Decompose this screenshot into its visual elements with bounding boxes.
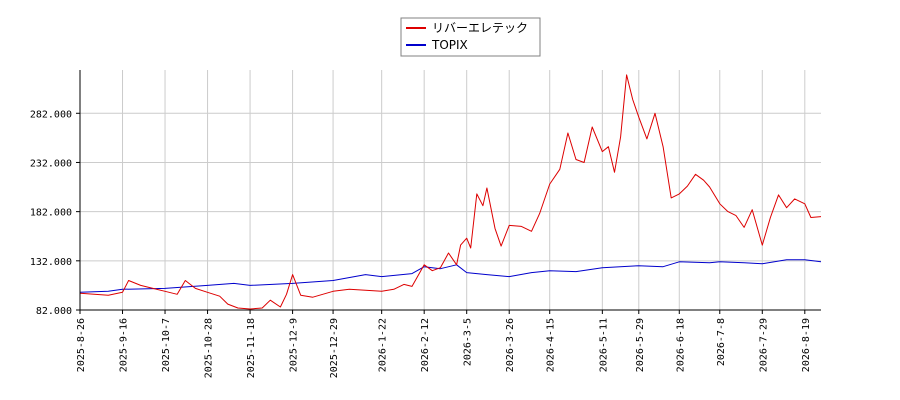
y-tick-label: 82.000 xyxy=(36,306,72,317)
y-tick-label: 232.000 xyxy=(30,158,72,169)
y-tick-label: 282.000 xyxy=(30,109,72,120)
x-tick-label: 2025-8-26 xyxy=(76,318,87,372)
grid xyxy=(79,70,821,311)
x-tick-label: 2026-5-29 xyxy=(635,318,646,372)
x-axis-tick-labels: 2025-8-26 2025-9-16 2025-10-7 2025-10-28 202… xyxy=(76,318,812,378)
y-tick-label: 182.000 xyxy=(30,208,72,219)
x-tick-label: 2026-1-22 xyxy=(378,318,389,372)
x-tick-label: 2026-3-26 xyxy=(505,318,516,372)
x-tick-label: 2026-3-5 xyxy=(463,318,474,366)
x-tick-label: 2026-6-18 xyxy=(675,318,686,372)
x-tick-label: 2025-10-28 xyxy=(204,318,215,378)
x-tick-label: 2026-7-8 xyxy=(716,318,727,366)
y-tick-label: 132.000 xyxy=(30,257,72,268)
x-tick-label: 2025-9-16 xyxy=(119,318,130,372)
x-tick-label: 2026-4-15 xyxy=(546,318,557,372)
x-tick-label: 2026-5-11 xyxy=(598,318,609,372)
y-axis-tick-labels: 82.000 132.000 182.000 232.000 282.000 xyxy=(30,109,72,317)
legend-label-series-2: TOPIX xyxy=(431,38,468,52)
series-lines xyxy=(79,74,822,310)
series-line-2 xyxy=(79,259,822,293)
x-tick-label: 2025-10-7 xyxy=(161,318,172,372)
x-tick-label: 2026-8-19 xyxy=(801,318,812,372)
x-tick-label: 2025-12-9 xyxy=(289,318,300,372)
legend-box xyxy=(400,17,541,57)
x-tick-label: 2025-11-18 xyxy=(246,318,257,378)
axes xyxy=(76,70,821,314)
x-tick-label: 2025-12-29 xyxy=(329,318,340,378)
x-tick-label: 2026-7-29 xyxy=(758,318,769,372)
legend: リバーエレテック TOPIX xyxy=(400,17,541,57)
x-tick-label: 2026-2-12 xyxy=(420,318,431,372)
legend-label-series-1: リバーエレテック xyxy=(432,21,528,35)
series-line-1 xyxy=(79,74,822,310)
